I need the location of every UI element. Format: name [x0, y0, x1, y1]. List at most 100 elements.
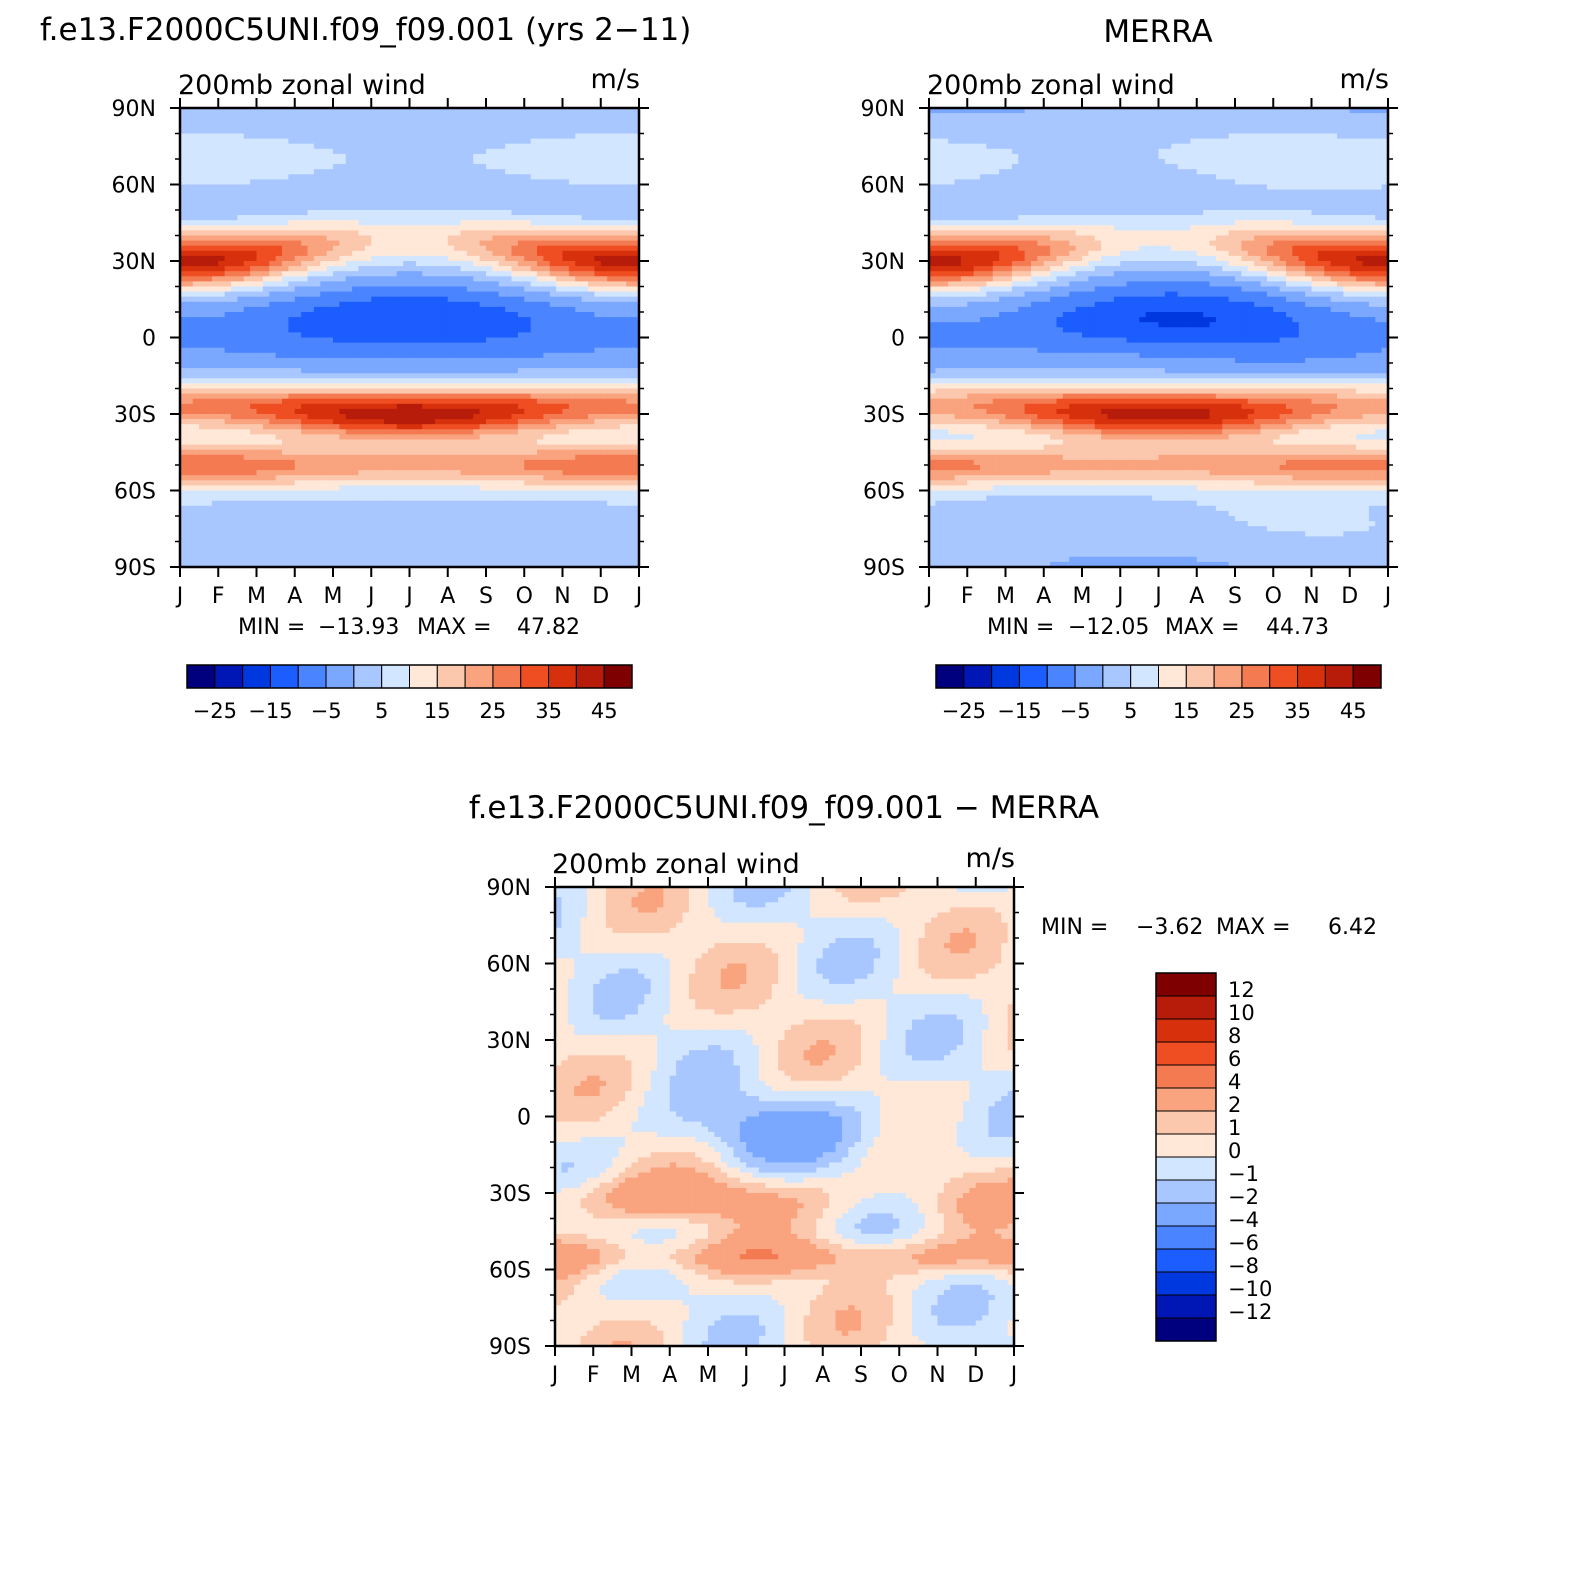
left-cell	[466, 240, 474, 247]
left-cell	[243, 429, 251, 435]
left-cell	[237, 225, 245, 231]
left-cell	[613, 429, 621, 435]
left-cell	[345, 317, 353, 323]
left-cell	[403, 189, 411, 196]
left-cell	[294, 429, 302, 435]
left-cell	[428, 240, 436, 247]
left-cell	[447, 286, 455, 293]
left-cell	[371, 439, 379, 446]
left-cell	[199, 281, 207, 288]
left-cell	[600, 317, 608, 323]
left-cell	[320, 194, 328, 201]
left-cell	[498, 230, 506, 237]
left-cell	[371, 179, 379, 186]
left-cell	[422, 286, 430, 293]
left-cell	[517, 378, 525, 384]
left-cell	[396, 255, 404, 262]
left-cell	[211, 204, 219, 211]
left-cell	[600, 164, 608, 170]
left-cell	[364, 444, 372, 451]
left-cell	[581, 352, 589, 359]
panel-right-title: MERRA	[1103, 14, 1212, 50]
left-cell	[428, 194, 436, 201]
left-cell	[594, 148, 602, 155]
left-cell	[498, 148, 506, 155]
left-cell	[211, 113, 219, 119]
left-cell	[619, 449, 627, 456]
left-cell	[237, 194, 245, 201]
left-cell	[415, 439, 423, 446]
left-cell	[524, 194, 532, 201]
left-cell	[262, 230, 270, 237]
left-cell	[524, 118, 532, 124]
left-cell	[326, 429, 334, 435]
left-cell	[524, 449, 532, 456]
left-cell	[377, 276, 385, 282]
left-cell	[588, 414, 595, 420]
left-cell	[403, 210, 411, 216]
left-cell	[313, 388, 321, 395]
left-cell	[377, 291, 385, 298]
left-cell	[231, 352, 238, 359]
left-cell	[607, 281, 615, 288]
left-min-value: −13.93	[318, 615, 399, 640]
left-cell	[428, 189, 436, 196]
left-cell	[447, 123, 455, 129]
left-cell	[409, 240, 417, 247]
left-cell	[486, 332, 493, 339]
left-cell	[320, 153, 328, 160]
left-cell	[619, 373, 627, 379]
left-cell	[358, 352, 366, 359]
left-cell	[256, 204, 264, 211]
left-cell	[313, 133, 321, 140]
left-cell	[517, 306, 525, 313]
left-cell	[282, 444, 289, 451]
left-cell	[415, 342, 423, 349]
left-cell	[543, 215, 551, 221]
left-cell	[352, 327, 360, 333]
left-cell	[409, 434, 417, 441]
left-cell	[243, 255, 251, 262]
left-cell	[384, 199, 391, 206]
left-cell	[568, 419, 576, 425]
left-cell	[211, 128, 219, 135]
left-cell	[320, 245, 328, 252]
left-cell	[581, 393, 589, 400]
left-cell	[562, 261, 570, 267]
left-cell	[632, 128, 640, 135]
left-cell	[613, 153, 621, 160]
left-cell	[262, 245, 270, 252]
left-cell	[562, 118, 570, 124]
left-cell	[626, 276, 634, 282]
left-cell	[352, 245, 360, 252]
left-cell	[205, 189, 213, 196]
left-cell	[498, 357, 506, 364]
left-cell	[428, 179, 436, 186]
left-cell	[294, 301, 302, 308]
left-cell	[447, 368, 455, 374]
left-cell	[537, 317, 544, 323]
left-cell	[619, 169, 627, 175]
left-cell	[511, 347, 519, 354]
left-cell	[549, 332, 557, 339]
left-cell	[345, 179, 353, 186]
left-cell	[262, 312, 270, 318]
left-cell	[556, 255, 564, 262]
left-cell	[441, 301, 449, 308]
left-cell	[313, 373, 321, 379]
left-cell	[409, 317, 417, 323]
left-cell	[479, 327, 487, 333]
left-cell	[396, 184, 404, 191]
left-cell	[568, 383, 576, 390]
left-cell	[211, 301, 219, 308]
left-cell	[288, 245, 296, 252]
left-cell	[626, 169, 634, 175]
left-cell	[517, 159, 525, 165]
left-cell	[473, 403, 481, 410]
left-cell	[415, 434, 423, 441]
left-cell	[473, 363, 481, 369]
left-cell	[218, 143, 226, 150]
left-cell	[282, 281, 289, 288]
left-cell	[192, 327, 200, 333]
left-cell	[320, 138, 328, 145]
